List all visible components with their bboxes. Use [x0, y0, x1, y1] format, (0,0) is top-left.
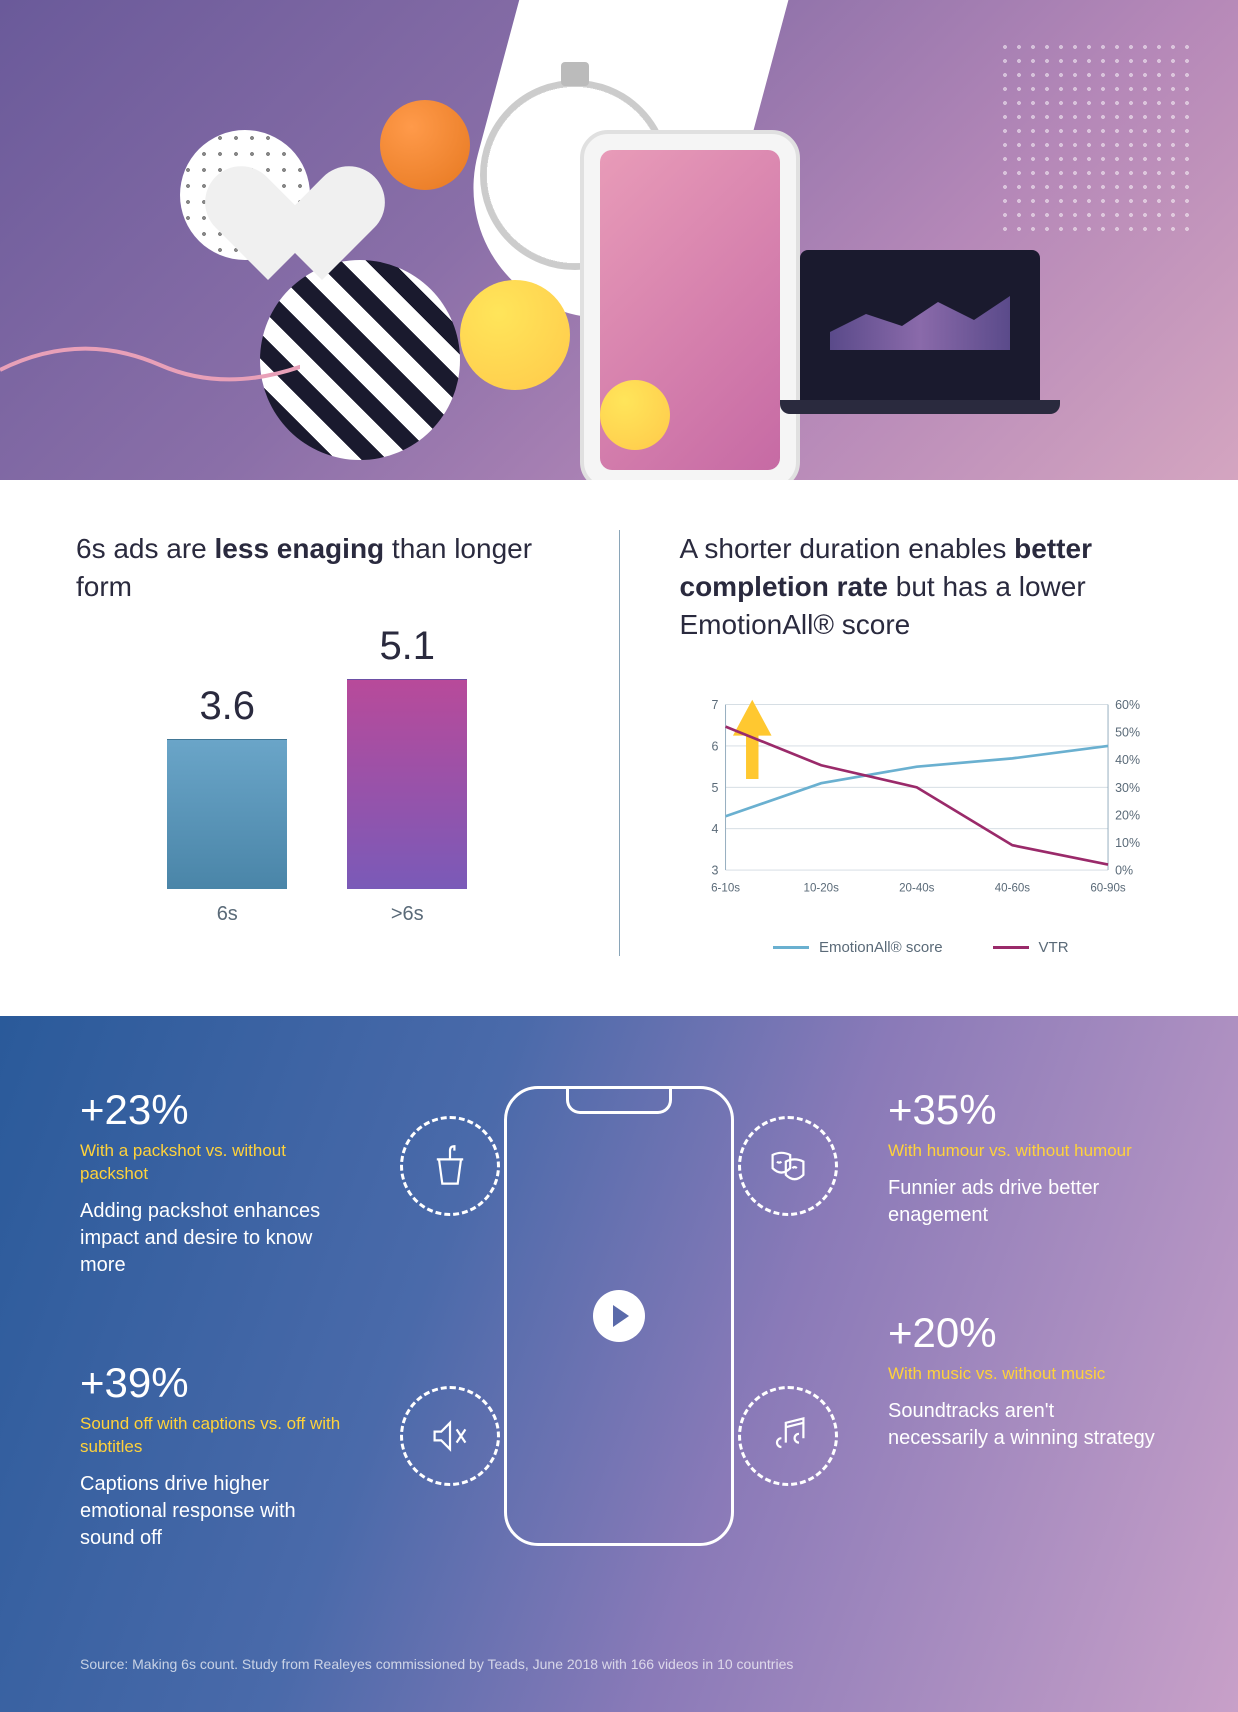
svg-text:40%: 40%	[1115, 754, 1140, 768]
line-chart-title: A shorter duration enables better comple…	[680, 530, 1163, 643]
bar-value: 5.1	[379, 624, 435, 669]
bar-label: >6s	[391, 903, 424, 926]
stat-description: Captions drive higher emotional response…	[80, 1471, 350, 1552]
bar-chart-panel: 6s ads are less enaging than longer form…	[76, 530, 619, 956]
bar-column: 5.1 >6s	[347, 624, 467, 926]
source-text: Source: Making 6s count. Study from Real…	[80, 1656, 1158, 1672]
stat-subtitle: With a packshot vs. without packshot	[80, 1140, 350, 1186]
svg-text:20-40s: 20-40s	[899, 883, 935, 895]
svg-text:7: 7	[711, 698, 718, 712]
legend-label: VTR	[1039, 939, 1069, 956]
mute-icon	[400, 1386, 500, 1486]
bar-value: 3.6	[199, 684, 255, 729]
stat-description: Adding packshot enhances impact and desi…	[80, 1198, 350, 1279]
stat-captions: +39% Sound off with captions vs. off wit…	[80, 1359, 350, 1552]
svg-text:0%: 0%	[1115, 864, 1133, 878]
stat-subtitle: Sound off with captions vs. off with sub…	[80, 1413, 350, 1459]
stats-right-column: +35% With humour vs. without humour Funn…	[888, 1086, 1158, 1452]
masks-icon	[738, 1116, 838, 1216]
cup-icon	[400, 1116, 500, 1216]
phone-illustration	[380, 1086, 858, 1606]
legend-label: EmotionAll® score	[819, 939, 943, 956]
svg-text:50%: 50%	[1115, 726, 1140, 740]
stats-left-column: +23% With a packshot vs. without packsho…	[80, 1086, 350, 1552]
stat-music: +20% With music vs. without music Soundt…	[888, 1309, 1158, 1452]
stat-value: +39%	[80, 1359, 350, 1407]
svg-text:5: 5	[711, 781, 718, 795]
svg-text:60-90s: 60-90s	[1090, 883, 1126, 895]
stat-value: +35%	[888, 1086, 1158, 1134]
bar-chart: 3.6 6s5.1 >6s	[76, 646, 559, 926]
play-icon	[593, 1290, 645, 1342]
svg-text:10-20s: 10-20s	[803, 883, 839, 895]
hero-illustration	[0, 0, 1238, 480]
title-text: A shorter duration enables	[680, 533, 1015, 564]
chart-legend: EmotionAll® score VTR	[680, 939, 1163, 956]
stat-subtitle: With humour vs. without humour	[888, 1140, 1158, 1163]
bar-label: 6s	[217, 903, 238, 926]
bar-rect	[167, 739, 287, 889]
svg-text:3: 3	[711, 864, 718, 878]
line-chart-panel: A shorter duration enables better comple…	[619, 530, 1163, 956]
legend-item: VTR	[993, 939, 1069, 956]
stat-value: +23%	[80, 1086, 350, 1134]
stat-value: +20%	[888, 1309, 1158, 1357]
bar-column: 3.6 6s	[167, 684, 287, 926]
bar-chart-title: 6s ads are less enaging than longer form	[76, 530, 559, 606]
stat-description: Funnier ads drive better enagement	[888, 1175, 1158, 1229]
phone-outline	[504, 1086, 734, 1546]
svg-text:60%: 60%	[1115, 698, 1140, 712]
legend-swatch	[993, 946, 1029, 949]
stat-subtitle: With music vs. without music	[888, 1363, 1158, 1386]
stat-humour: +35% With humour vs. without humour Funn…	[888, 1086, 1158, 1229]
svg-text:6: 6	[711, 740, 718, 754]
svg-text:20%: 20%	[1115, 809, 1140, 823]
svg-text:6-10s: 6-10s	[711, 883, 740, 895]
charts-section: 6s ads are less enaging than longer form…	[0, 480, 1238, 1016]
svg-text:40-60s: 40-60s	[994, 883, 1030, 895]
legend-item: EmotionAll® score	[773, 939, 943, 956]
music-icon	[738, 1386, 838, 1486]
hero-banner	[0, 0, 1238, 480]
stats-section: +23% With a packshot vs. without packsho…	[0, 1016, 1238, 1712]
svg-text:4: 4	[711, 823, 718, 837]
legend-swatch	[773, 946, 809, 949]
stat-description: Soundtracks aren't necessarily a winning…	[888, 1398, 1158, 1452]
bar-rect	[347, 679, 467, 889]
line-chart: 3 4 5 6 7 0% 10% 20% 30% 40% 50% 60% 6-10s 10-20s 20-4…	[690, 683, 1153, 913]
title-text: 6s ads are	[76, 533, 215, 564]
stat-packshot: +23% With a packshot vs. without packsho…	[80, 1086, 350, 1279]
title-bold: less enaging	[215, 533, 385, 564]
svg-text:10%: 10%	[1115, 836, 1140, 850]
svg-text:30%: 30%	[1115, 781, 1140, 795]
squiggle-line	[0, 310, 300, 430]
